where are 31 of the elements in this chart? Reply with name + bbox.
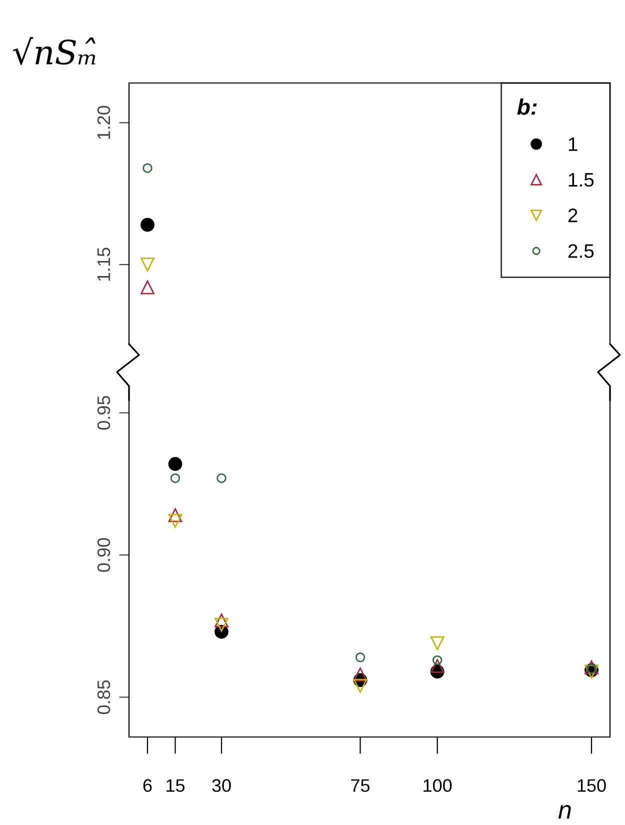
x-tick-label: 15: [166, 779, 185, 792]
x-tick-label: 100: [424, 779, 452, 792]
x-tick-label: 150: [578, 779, 606, 792]
x-tick-label: 30: [212, 779, 231, 792]
y-tick-label: 0.95: [97, 396, 110, 430]
point: [168, 508, 182, 522]
point: [168, 514, 182, 528]
point: [170, 473, 180, 484]
point: [216, 473, 226, 484]
x-axis-title: n: [558, 805, 571, 818]
legend-label: 1.5: [568, 173, 594, 187]
point: [584, 660, 598, 674]
y-tick-label: 1.20: [97, 106, 110, 139]
point: [168, 457, 182, 471]
x-tick-label: 75: [351, 779, 370, 792]
point: [430, 658, 444, 673]
legend-label: 2: [568, 208, 578, 222]
x-tick-label: 6: [143, 779, 152, 792]
legend-label: 1: [568, 137, 578, 151]
legend-title: b:: [517, 98, 537, 115]
y-tick-label: 1.15: [98, 248, 110, 281]
point: [214, 613, 228, 628]
point: [353, 667, 368, 682]
legend-label: 2.5: [568, 244, 594, 258]
y-tick-label: 0.90: [97, 538, 110, 572]
point: [430, 636, 444, 650]
y-tick-label: 0.85: [97, 680, 110, 714]
point: [353, 678, 368, 693]
point: [355, 652, 366, 662]
y-axis-title: √nSₘ̂: [12, 37, 96, 65]
point: [214, 618, 228, 632]
